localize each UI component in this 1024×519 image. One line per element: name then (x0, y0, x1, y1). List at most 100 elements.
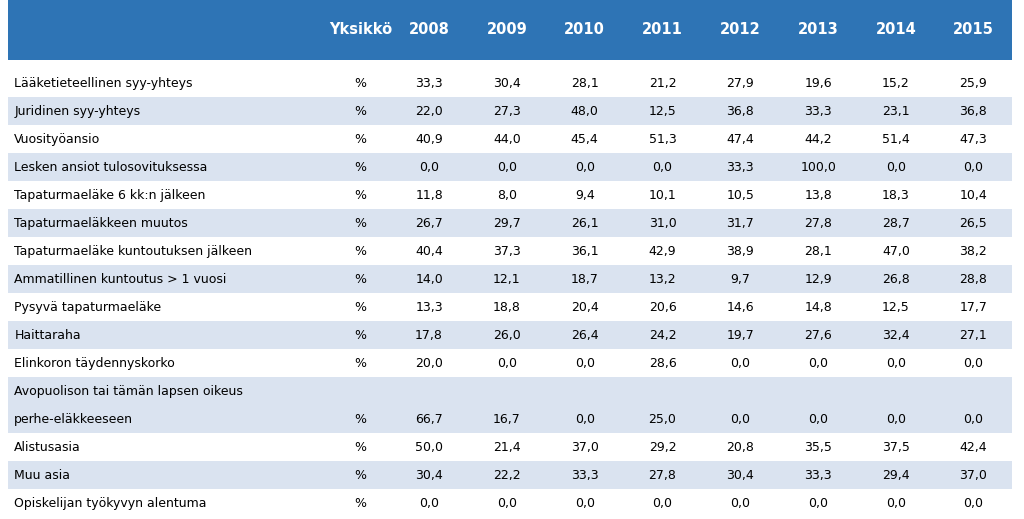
Text: %: % (354, 104, 367, 118)
Text: 26,8: 26,8 (882, 272, 910, 286)
Text: 12,1: 12,1 (494, 272, 520, 286)
Text: Yksikkö: Yksikkö (329, 22, 392, 37)
Text: %: % (354, 76, 367, 90)
Text: 0,0: 0,0 (808, 497, 828, 510)
Text: 0,0: 0,0 (574, 497, 595, 510)
Text: Tapaturmaeläke 6 kk:n jälkeen: Tapaturmaeläke 6 kk:n jälkeen (14, 188, 206, 202)
Text: 0,0: 0,0 (574, 413, 595, 426)
Text: 47,0: 47,0 (882, 244, 910, 258)
Text: 0,0: 0,0 (964, 357, 983, 370)
Text: 27,6: 27,6 (804, 329, 833, 342)
Bar (8, 237, 1012, 265)
Text: 31,0: 31,0 (648, 216, 677, 230)
Text: 0,0: 0,0 (886, 160, 906, 174)
Text: %: % (354, 469, 367, 482)
Text: 0,0: 0,0 (730, 357, 751, 370)
Text: %: % (354, 160, 367, 174)
Text: 17,7: 17,7 (959, 301, 987, 314)
Text: 2011: 2011 (642, 22, 683, 37)
Text: 0,0: 0,0 (964, 497, 983, 510)
Text: 33,3: 33,3 (727, 160, 754, 174)
Text: 11,8: 11,8 (415, 188, 443, 202)
Text: 27,1: 27,1 (959, 329, 987, 342)
Text: 20,8: 20,8 (726, 441, 755, 454)
Text: 38,9: 38,9 (726, 244, 755, 258)
Text: 26,5: 26,5 (959, 216, 987, 230)
Text: 26,7: 26,7 (415, 216, 443, 230)
Text: 24,2: 24,2 (649, 329, 676, 342)
Text: Lesken ansiot tulosovituksessa: Lesken ansiot tulosovituksessa (14, 160, 208, 174)
Bar (8, 209, 1012, 237)
Text: Alistusasia: Alistusasia (14, 441, 81, 454)
Text: 51,3: 51,3 (648, 132, 677, 146)
Text: perhe-eläkkeeseen: perhe-eläkkeeseen (14, 413, 133, 426)
Text: 50,0: 50,0 (415, 441, 443, 454)
Text: 21,4: 21,4 (494, 441, 520, 454)
Text: 37,3: 37,3 (493, 244, 521, 258)
Text: %: % (354, 132, 367, 146)
Text: 36,1: 36,1 (571, 244, 598, 258)
Text: 10,5: 10,5 (726, 188, 755, 202)
Text: 19,6: 19,6 (805, 76, 831, 90)
Text: %: % (354, 357, 367, 370)
Text: 18,3: 18,3 (882, 188, 910, 202)
Text: 14,6: 14,6 (727, 301, 754, 314)
Text: 29,7: 29,7 (493, 216, 521, 230)
Text: Avopuolison tai tämän lapsen oikeus: Avopuolison tai tämän lapsen oikeus (14, 385, 244, 398)
Text: 40,4: 40,4 (415, 244, 443, 258)
Bar (8, 69, 1012, 97)
Text: 0,0: 0,0 (808, 357, 828, 370)
Text: 13,2: 13,2 (649, 272, 676, 286)
Text: %: % (354, 244, 367, 258)
Text: 37,5: 37,5 (882, 441, 910, 454)
Text: 0,0: 0,0 (652, 497, 673, 510)
Text: 28,1: 28,1 (570, 76, 599, 90)
Bar (8, 405, 1012, 433)
Text: 2014: 2014 (876, 22, 916, 37)
Text: 17,8: 17,8 (415, 329, 443, 342)
Text: 30,4: 30,4 (726, 469, 755, 482)
Text: 51,4: 51,4 (882, 132, 910, 146)
Text: 0,0: 0,0 (574, 357, 595, 370)
Text: 26,4: 26,4 (571, 329, 598, 342)
Text: 35,5: 35,5 (804, 441, 833, 454)
Text: 2015: 2015 (953, 22, 993, 37)
Text: 15,2: 15,2 (882, 76, 910, 90)
Text: 12,5: 12,5 (648, 104, 677, 118)
Text: 44,2: 44,2 (805, 132, 831, 146)
Text: 0,0: 0,0 (730, 413, 751, 426)
Text: %: % (354, 329, 367, 342)
Bar (8, 0, 1012, 60)
Text: 2008: 2008 (409, 22, 450, 37)
Text: 25,9: 25,9 (959, 76, 987, 90)
Bar (8, 461, 1012, 489)
Text: 27,3: 27,3 (493, 104, 521, 118)
Text: 0,0: 0,0 (497, 497, 517, 510)
Text: 42,9: 42,9 (649, 244, 676, 258)
Text: Muu asia: Muu asia (14, 469, 71, 482)
Text: 0,0: 0,0 (497, 160, 517, 174)
Text: 28,8: 28,8 (959, 272, 987, 286)
Text: Vuosityöansio: Vuosityöansio (14, 132, 100, 146)
Text: 2009: 2009 (486, 22, 527, 37)
Text: 8,0: 8,0 (497, 188, 517, 202)
Text: 2012: 2012 (720, 22, 761, 37)
Text: 47,4: 47,4 (726, 132, 755, 146)
Text: 28,7: 28,7 (882, 216, 910, 230)
Text: %: % (354, 188, 367, 202)
Text: 21,2: 21,2 (649, 76, 676, 90)
Text: 0,0: 0,0 (964, 413, 983, 426)
Text: 100,0: 100,0 (800, 160, 837, 174)
Text: 37,0: 37,0 (570, 441, 599, 454)
Text: 32,4: 32,4 (883, 329, 909, 342)
Text: 22,0: 22,0 (415, 104, 443, 118)
Bar (8, 321, 1012, 349)
Text: 19,7: 19,7 (726, 329, 755, 342)
Text: 0,0: 0,0 (964, 160, 983, 174)
Text: 12,9: 12,9 (805, 272, 831, 286)
Text: 26,1: 26,1 (571, 216, 598, 230)
Text: Elinkoron täydennyskorko: Elinkoron täydennyskorko (14, 357, 175, 370)
Text: 2013: 2013 (798, 22, 839, 37)
Text: 30,4: 30,4 (415, 469, 443, 482)
Bar (8, 153, 1012, 181)
